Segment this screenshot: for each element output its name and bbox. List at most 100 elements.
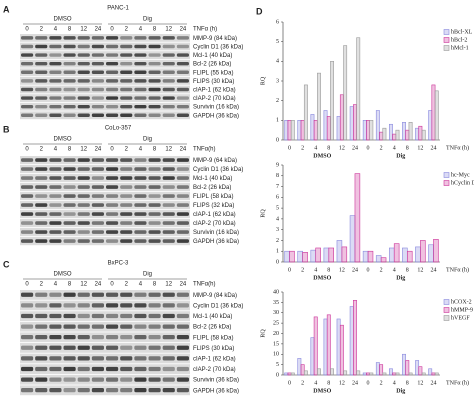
blot-band bbox=[162, 377, 175, 382]
blot-band bbox=[120, 303, 133, 308]
blot-strip bbox=[20, 374, 190, 385]
blot-band bbox=[148, 167, 161, 171]
x-tick-label: 24 bbox=[430, 145, 436, 151]
blot-band bbox=[120, 61, 133, 66]
blot-band bbox=[120, 87, 133, 92]
blot-band bbox=[176, 212, 189, 216]
blot-band bbox=[49, 113, 62, 117]
y-axis-label: RQ bbox=[260, 76, 266, 85]
y-tick-label: 0 bbox=[276, 372, 279, 378]
time-label: 4 bbox=[54, 147, 58, 153]
blot-band bbox=[21, 44, 34, 49]
blot-band bbox=[120, 79, 133, 83]
x-tick-label: 12 bbox=[339, 380, 345, 386]
blot-band bbox=[134, 239, 147, 243]
blot-band bbox=[21, 79, 34, 83]
protein-label: cIAP-1 (62 kDa) bbox=[193, 212, 236, 218]
blot-band bbox=[63, 87, 76, 92]
blot-band bbox=[134, 194, 147, 198]
blot-band bbox=[21, 185, 34, 189]
time-label: 2 bbox=[40, 282, 44, 288]
time-label: 4 bbox=[139, 27, 143, 33]
time-label: 2 bbox=[40, 27, 44, 33]
blot-band bbox=[91, 36, 104, 40]
blot-band bbox=[91, 70, 104, 74]
blot-band bbox=[35, 230, 48, 234]
time-label: 4 bbox=[54, 27, 58, 33]
y-tick-label: 4 bbox=[276, 59, 279, 65]
blot-band bbox=[106, 70, 119, 74]
blot-band bbox=[21, 113, 34, 117]
blot-band bbox=[49, 176, 62, 180]
bar bbox=[300, 364, 305, 376]
blot-band bbox=[134, 303, 147, 308]
blot-band bbox=[176, 96, 189, 100]
bar bbox=[375, 362, 380, 376]
group-label: Dig bbox=[396, 275, 405, 281]
blot-band bbox=[91, 185, 104, 189]
blot-band bbox=[77, 221, 90, 225]
blot-band bbox=[91, 104, 104, 109]
blot-band bbox=[63, 176, 76, 180]
protein-label: Bcl-2 (26 kDa) bbox=[193, 185, 231, 191]
blot-band bbox=[162, 230, 175, 234]
blot-band bbox=[35, 292, 48, 297]
bar bbox=[382, 127, 387, 141]
blot-band bbox=[35, 158, 48, 162]
y-tick-label: 3 bbox=[276, 78, 279, 84]
blot-band bbox=[176, 185, 189, 189]
x-tick-label: 0 bbox=[288, 145, 291, 151]
bar bbox=[380, 257, 387, 263]
protein-label: Survivin (16 kDa) bbox=[193, 105, 239, 111]
blot-band bbox=[106, 292, 119, 297]
bar bbox=[310, 114, 315, 141]
blot-band bbox=[120, 313, 133, 319]
panel-letter: D bbox=[256, 6, 263, 16]
blot-band bbox=[21, 87, 34, 92]
blot-band bbox=[134, 388, 147, 393]
y-tick-label: 6 bbox=[276, 19, 279, 25]
blot-band bbox=[49, 324, 62, 329]
blot-strip bbox=[20, 210, 190, 219]
blot-band bbox=[63, 388, 76, 393]
blot-band bbox=[91, 44, 104, 49]
blot-band bbox=[35, 212, 48, 216]
blot-band bbox=[77, 230, 90, 234]
bar bbox=[415, 360, 420, 376]
bar bbox=[431, 84, 436, 141]
blot-band bbox=[63, 335, 76, 340]
blot-band bbox=[35, 44, 48, 49]
bar bbox=[433, 239, 439, 263]
bar bbox=[369, 120, 374, 141]
x-tick-label: 2 bbox=[301, 145, 304, 151]
protein-label: Bcl-2 (26 kDa) bbox=[193, 325, 231, 331]
bar bbox=[317, 72, 321, 141]
blot-band bbox=[148, 61, 161, 66]
blot-band bbox=[162, 44, 175, 49]
blot-band bbox=[176, 292, 189, 297]
blot-band bbox=[49, 70, 62, 74]
blot-band bbox=[176, 345, 189, 350]
blot-band bbox=[176, 324, 189, 329]
blot-band bbox=[120, 239, 133, 243]
bar bbox=[339, 94, 344, 141]
blot-band bbox=[49, 185, 62, 189]
blot-band bbox=[134, 324, 147, 329]
bar bbox=[431, 372, 436, 376]
blot-band bbox=[176, 356, 189, 361]
blot-band bbox=[35, 221, 48, 225]
y-axis-label: RQ bbox=[260, 329, 266, 338]
x-tick-label: 8 bbox=[406, 145, 409, 151]
blot-band bbox=[91, 230, 104, 234]
blot-band bbox=[77, 212, 90, 216]
blot-band bbox=[162, 313, 175, 319]
blot-band bbox=[134, 79, 147, 83]
legend-label: hBcl-XL bbox=[451, 29, 473, 35]
protein-label: Mcl-1 (40 kDa) bbox=[193, 53, 232, 59]
blot-band bbox=[35, 176, 48, 180]
blot-strip bbox=[20, 68, 190, 77]
x-tick-label: 12 bbox=[339, 267, 345, 273]
blot-band bbox=[106, 221, 119, 225]
blot-band bbox=[49, 239, 62, 243]
blot-band bbox=[134, 185, 147, 189]
